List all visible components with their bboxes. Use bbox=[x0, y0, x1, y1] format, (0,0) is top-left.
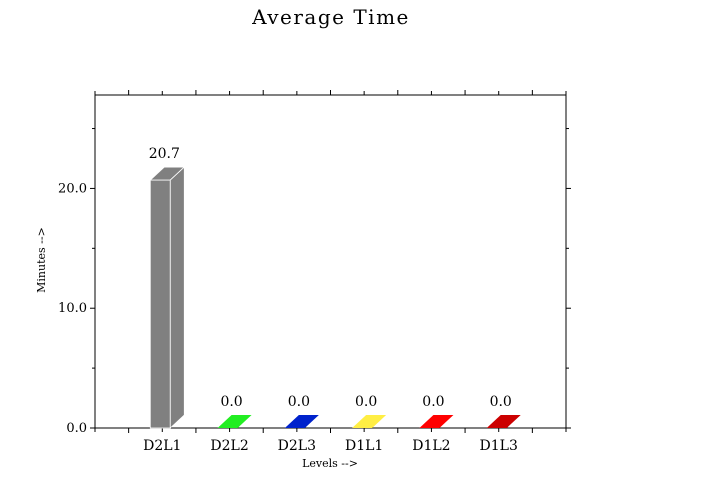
y-axis-label: Minutes --> bbox=[35, 227, 48, 293]
bar-d1l3: 0.0 D1L3 bbox=[480, 394, 521, 454]
axes: 0.0 10.0 20.0 bbox=[58, 90, 571, 436]
bar-d1l1: 0.0 D1L1 bbox=[345, 394, 387, 454]
chart-title: Average Time bbox=[251, 5, 410, 29]
y-tick-label: 0.0 bbox=[66, 421, 87, 436]
bars: 20.7 D2L1 0.0 D2L2 0.0 D2L3 0.0 D1L1 0.0 D1L2 0.0 D… bbox=[143, 146, 521, 454]
bar-front bbox=[149, 179, 171, 429]
x-tick-label: D1L1 bbox=[345, 438, 383, 454]
bar-d2l2: 0.0 D2L2 bbox=[210, 394, 252, 454]
bar-flat-top bbox=[217, 415, 252, 428]
bar-value-label: 0.0 bbox=[490, 394, 512, 410]
bar-d2l3: 0.0 D2L3 bbox=[278, 394, 319, 454]
x-tick-label: D1L2 bbox=[412, 438, 450, 454]
bar-d1l2: 0.0 D1L2 bbox=[412, 394, 454, 454]
bar-value-label: 0.0 bbox=[355, 394, 377, 410]
bar-value-label: 0.0 bbox=[288, 394, 310, 410]
x-tick-label: D2L2 bbox=[210, 438, 248, 454]
y-tick-label: 20.0 bbox=[58, 181, 87, 196]
bar-d2l1: 20.7 D2L1 bbox=[143, 146, 186, 454]
bar-flat-top bbox=[486, 415, 521, 428]
bar-flat-top bbox=[419, 415, 454, 428]
bar-flat-top bbox=[284, 415, 319, 428]
x-tick-label: D2L1 bbox=[143, 438, 181, 454]
bar-value-label: 0.0 bbox=[220, 394, 242, 410]
x-tick-label: D2L3 bbox=[278, 438, 316, 454]
bar-flat-top bbox=[352, 415, 387, 428]
y-tick-label: 10.0 bbox=[58, 301, 87, 316]
bar-value-label: 0.0 bbox=[422, 394, 444, 410]
x-axis-label: Levels --> bbox=[302, 457, 358, 470]
bar-value-label: 20.7 bbox=[149, 146, 180, 162]
x-tick-label: D1L3 bbox=[480, 438, 518, 454]
bar-side bbox=[169, 166, 185, 429]
